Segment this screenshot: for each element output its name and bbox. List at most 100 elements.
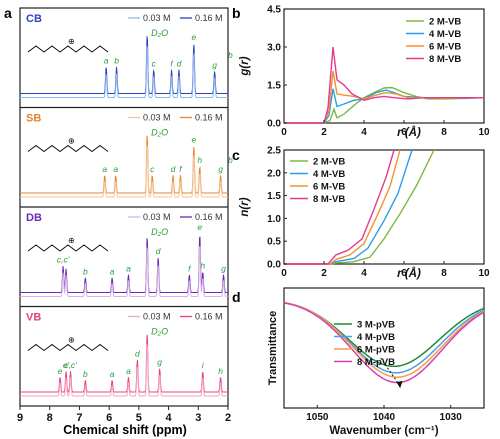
nmr-compound-label: CB [26,13,42,25]
panel-letter-b: b [232,5,241,21]
nmr-compound-label: VB [26,312,41,324]
nr-chart: 0 2 4 6 8 10 0.0 0.5 1.0 1.5 2.0 2.5 r (Å) n(r) 2 M-VB… [239,146,490,281]
x-tick-label: 1030 [440,412,463,423]
legend-label: 4 M-VB [429,29,461,40]
x-tick-label: 0 [281,127,287,138]
y-axis-label: Transmittance [267,311,279,386]
nmr-spectrum-low [20,145,228,198]
molecule-atom: ⊕ [68,336,75,345]
molecule-structure [27,144,109,153]
legend-label: 6 M-VB [429,42,461,53]
x-tick-label: 6 [401,127,407,138]
y-tick-label: 1.0 [267,214,281,225]
y-axis-label: g(r) [239,56,251,76]
y-tick-label: 0.0 [267,260,281,271]
nmr-x-tick-label: 9 [17,412,23,424]
peak-label: f [188,264,192,274]
peak-label: b [228,155,233,165]
solvent-label: D₂O [151,227,168,237]
peak-label: a [113,164,118,174]
x-axis-label: Wavenumber (cm⁻¹) [329,425,438,437]
peak-label: h [218,366,223,376]
legend-label-high: 0.16 M [195,113,223,123]
y-tick-label: 0.0 [267,119,281,130]
legend-label-high: 0.16 M [195,312,223,322]
legend-label: 6 M-VB [313,182,345,193]
nmr-x-tick-label: 8 [47,412,53,424]
y-tick-label: 4.5 [267,5,281,16]
peak-label: h [197,155,202,165]
peak-label: h [200,261,205,271]
peak-label: d [171,164,176,174]
nmr-spectrum-low [20,344,228,397]
nmr-spectrum-high [20,236,228,293]
peak-label: e′ [63,360,70,370]
legend-label-high: 0.16 M [195,13,223,23]
series-line [284,149,413,265]
series-line [284,149,395,265]
series-line [283,302,485,384]
x-tick-label: 10 [478,268,490,279]
legend-label: 3 M-pVB [357,320,395,331]
peak-label: f [179,164,183,174]
x-tick-label: 8 [441,268,447,279]
peak-label: g [221,264,226,274]
plot-frame [283,149,485,265]
peak-label: a [110,267,115,277]
peak-label: g [212,60,217,70]
panel-letter-c: c [232,147,240,163]
shift-arrow-head [396,380,403,389]
legend-label: 4 M-pVB [357,332,395,343]
y-tick-label: 2.0 [267,168,281,179]
x-tick-label: 10 [478,127,490,138]
x-axis-label: r (Å) [397,126,421,139]
peak-label: g [157,357,162,367]
legend-label: 4 M-VB [313,169,345,180]
y-tick-label: 1.5 [267,191,281,202]
peak-label: b [228,50,233,60]
legend-label-high: 0.16 M [195,212,223,222]
peak-label: e [191,134,196,144]
series-line [284,86,485,124]
gr-chart: 0 2 4 6 8 10 0.0 1.5 3.0 4.5 r (Å) g(r) 2 M-VB4 M-VB… [239,5,490,140]
molecule-atom: ⊕ [68,137,75,146]
peak-label: e [58,366,63,376]
nmr-spectrum-low [20,246,228,297]
nmr-spectrum-high [20,334,228,393]
molecule-atom: ⊕ [68,236,75,245]
solvent-label: D₂O [151,28,168,38]
nmr-spectrum-high [20,36,228,94]
x-tick-label: 2 [321,268,327,279]
x-tick-label: 4 [361,127,367,138]
x-tick-label: 8 [441,127,447,138]
x-axis-label: r (Å) [397,267,421,280]
y-tick-label: 0.5 [267,237,281,248]
legend-label: 2 M-VB [429,17,461,28]
x-tick-label: 1050 [306,412,329,423]
molecule-structure [27,45,109,53]
legend-label-low: 0.03 M [143,13,171,23]
legend-label: 8 M-pVB [357,357,395,368]
peak-label: a [102,164,107,174]
peak-label: a [126,264,131,274]
legend-label-low: 0.03 M [143,312,171,322]
peak-label: e [191,32,196,42]
peak-label: b [83,369,88,379]
x-tick-label: 1040 [373,412,396,423]
x-tick-label: 2 [321,127,327,138]
nmr-x-tick-label: 6 [106,412,112,424]
legend-label-low: 0.03 M [143,212,171,222]
peak-label: a [110,369,115,379]
x-tick-label: 4 [361,268,367,279]
nmr-x-tick-label: 7 [76,412,82,424]
legend-label: 2 M-VB [313,157,345,168]
molecule-structure [27,244,109,252]
molecule-structure [27,343,109,352]
peak-label: c,c′ [64,360,77,370]
peak-label: i [202,360,205,370]
panel-letter-a: a [4,5,12,21]
series-line [284,88,485,124]
y-tick-label: 2.5 [267,146,281,157]
